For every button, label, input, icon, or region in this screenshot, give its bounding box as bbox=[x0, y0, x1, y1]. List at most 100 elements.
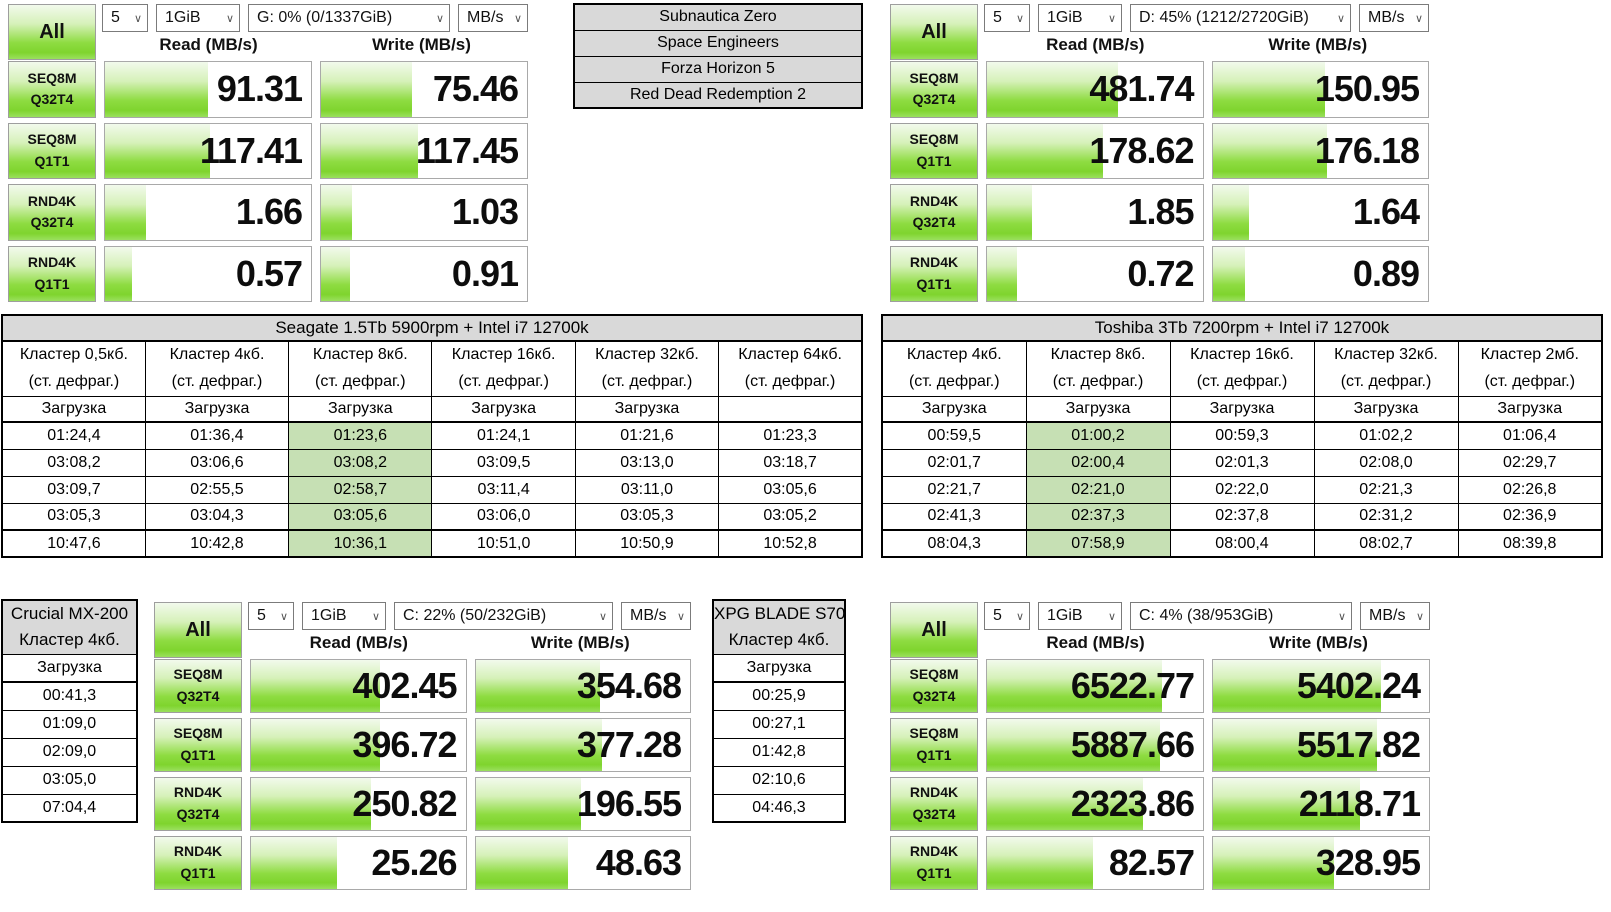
test-queue-threads: Q32T4 bbox=[176, 806, 220, 822]
result-row: SEQ8M Q1T1 117.41 117.45 bbox=[8, 122, 528, 179]
test-type-button[interactable]: SEQ8M Q32T4 bbox=[8, 61, 96, 118]
test-size-select[interactable]: 1GiB ∨ bbox=[1038, 4, 1122, 32]
cluster-table: Seagate 1.5Tb 5900rpm + Intel i7 12700k К… bbox=[1, 314, 863, 558]
speed-bar bbox=[251, 660, 380, 712]
chevron-down-icon: ∨ bbox=[676, 610, 685, 623]
test-count-select[interactable]: 5 ∨ bbox=[984, 4, 1030, 32]
toolbar: 5 ∨ 1GiB ∨ C: 22% (50/232GiB) ∨ MB/s ∨ bbox=[248, 602, 691, 630]
load-time-cell: 10:47,6 bbox=[1, 529, 146, 558]
load-time-cell: 00:27,1 bbox=[712, 709, 846, 739]
drive-select[interactable]: C: 4% (38/953GiB) ∨ bbox=[1130, 602, 1352, 630]
unit-select[interactable]: MB/s ∨ bbox=[621, 602, 691, 630]
drive-select-value: G: 0% (0/1337GiB) bbox=[257, 9, 393, 26]
read-header: Read (MB/s) bbox=[159, 35, 258, 54]
read-speed-value: 0.57 bbox=[235, 252, 303, 294]
load-time-cell: 10:51,0 bbox=[431, 529, 576, 558]
test-size-select[interactable]: 1GiB ∨ bbox=[156, 4, 240, 32]
test-type-button[interactable]: SEQ8M Q32T4 bbox=[890, 659, 978, 713]
chevron-down-icon: ∨ bbox=[513, 12, 522, 25]
speed-bar bbox=[475, 778, 581, 830]
speed-bar bbox=[251, 719, 380, 771]
test-type-button[interactable]: SEQ8M Q1T1 bbox=[8, 122, 96, 179]
load-time-cell: 02:21,7 bbox=[881, 475, 1027, 504]
column-header-row: Кластер 0,5кб. (ст. дефраг.) Кластер 4кб. (… bbox=[1, 340, 863, 397]
all-button[interactable]: All bbox=[890, 602, 978, 658]
read-result-cell: 1.85 bbox=[986, 184, 1204, 241]
write-header: Write (MB/s) bbox=[1269, 633, 1368, 652]
test-size-select[interactable]: 1GiB ∨ bbox=[1038, 602, 1122, 630]
read-result-cell: 82.57 bbox=[986, 836, 1204, 890]
test-type-button[interactable]: SEQ8M Q32T4 bbox=[154, 659, 242, 713]
column-header-cell: Кластер 32кб. (ст. дефраг.) bbox=[1313, 340, 1459, 397]
load-label-cell: Загрузка bbox=[288, 395, 433, 423]
load-time-row: 01:24,4 01:36,4 01:23,6 01:24,1 01:21,6 01:23… bbox=[1, 421, 863, 450]
write-speed-value: 48.63 bbox=[595, 842, 682, 883]
write-speed-value: 0.89 bbox=[1352, 252, 1420, 294]
all-button[interactable]: All bbox=[154, 602, 242, 658]
read-speed-value: 250.82 bbox=[352, 783, 457, 824]
test-count-select[interactable]: 5 ∨ bbox=[984, 602, 1030, 630]
test-type-button[interactable]: RND4K Q1T1 bbox=[890, 836, 978, 890]
load-time-cell: 02:29,7 bbox=[1457, 448, 1603, 477]
cluster-size-label: Кластер 64кб. bbox=[738, 346, 842, 364]
load-time-cell: 02:37,8 bbox=[1169, 502, 1315, 531]
test-type-button[interactable]: RND4K Q32T4 bbox=[890, 777, 978, 831]
load-time-cell: 02:10,6 bbox=[712, 765, 846, 795]
load-label-row: Загрузка bbox=[712, 653, 846, 684]
load-label-cell: Загрузка bbox=[1, 653, 138, 684]
cdm-panel-drive-c22: All 5 ∨ 1GiB ∨ C: 22% (50/232GiB) ∨ MB/s ∨ Read (… bbox=[148, 600, 693, 892]
load-time-cell: 02:09,0 bbox=[1, 737, 138, 767]
test-type-button[interactable]: RND4K Q1T1 bbox=[8, 245, 96, 302]
cluster-size-label: Кластер 32кб. bbox=[1334, 346, 1438, 364]
load-time-cell: 03:05,6 bbox=[718, 475, 863, 504]
table-title: Toshiba 3Tb 7200rpm + Intel i7 12700k bbox=[881, 314, 1603, 342]
test-type-button[interactable]: RND4K Q32T4 bbox=[8, 184, 96, 241]
test-count-select[interactable]: 5 ∨ bbox=[248, 602, 294, 630]
test-type-button[interactable]: SEQ8M Q1T1 bbox=[890, 122, 978, 179]
test-type-button[interactable]: RND4K Q1T1 bbox=[890, 245, 978, 302]
chevron-down-icon: ∨ bbox=[1107, 610, 1116, 623]
unit-select[interactable]: MB/s ∨ bbox=[458, 4, 528, 32]
write-result-cell: 117.45 bbox=[320, 122, 528, 179]
speed-bar bbox=[475, 719, 603, 771]
drive-select-value: D: 45% (1212/2720GiB) bbox=[1139, 9, 1309, 26]
test-size-select[interactable]: 1GiB ∨ bbox=[302, 602, 386, 630]
test-type-button[interactable]: SEQ8M Q1T1 bbox=[154, 718, 242, 772]
test-queue-threads: Q1T1 bbox=[916, 275, 952, 292]
load-time-cell: 01:00,2 bbox=[1025, 421, 1171, 450]
test-type-button[interactable]: SEQ8M Q1T1 bbox=[890, 718, 978, 772]
load-time-cell: 00:25,9 bbox=[712, 681, 846, 711]
toolbar: 5 ∨ 1GiB ∨ C: 4% (38/953GiB) ∨ MB/s ∨ bbox=[984, 602, 1430, 630]
test-name: SEQ8M bbox=[173, 725, 223, 742]
column-header-cell: Кластер 4кб. (ст. дефраг.) bbox=[881, 340, 1027, 397]
mini-title-row: Crucial MX-200 Кластер 4кб. bbox=[1, 599, 138, 655]
game-title: Space Engineers bbox=[573, 29, 863, 57]
load-time-cell: 02:00,4 bbox=[1025, 448, 1171, 477]
cluster-size-label: Кластер 0,5кб. bbox=[19, 346, 128, 364]
test-name: RND4K bbox=[909, 843, 959, 860]
unit-select[interactable]: MB/s ∨ bbox=[1359, 4, 1429, 32]
read-header: Read (MB/s) bbox=[1046, 633, 1145, 652]
drive-select[interactable]: D: 45% (1212/2720GiB) ∨ bbox=[1130, 4, 1351, 32]
speed-bar bbox=[1212, 123, 1327, 178]
read-result-cell: 1.66 bbox=[104, 184, 312, 241]
test-type-button[interactable]: RND4K Q32T4 bbox=[154, 777, 242, 831]
read-result-cell: 178.62 bbox=[986, 122, 1204, 179]
all-button[interactable]: All bbox=[8, 4, 96, 60]
test-count-select[interactable]: 5 ∨ bbox=[102, 4, 148, 32]
test-type-button[interactable]: RND4K Q32T4 bbox=[890, 184, 978, 241]
write-header: Write (MB/s) bbox=[1268, 35, 1368, 54]
chevron-down-icon: ∨ bbox=[598, 610, 607, 623]
load-time-cell: 02:01,7 bbox=[881, 448, 1027, 477]
defrag-note-label: (ст. дефраг.) bbox=[1196, 372, 1288, 390]
unit-select[interactable]: MB/s ∨ bbox=[1360, 602, 1430, 630]
drive-select[interactable]: G: 0% (0/1337GiB) ∨ bbox=[248, 4, 450, 32]
read-speed-value: 402.45 bbox=[352, 665, 457, 706]
cluster-size-label: Кластер 4кб. bbox=[19, 630, 120, 650]
test-type-button[interactable]: RND4K Q1T1 bbox=[154, 836, 242, 890]
seagate-cluster-table: Seagate 1.5Tb 5900rpm + Intel i7 12700k К… bbox=[1, 314, 863, 558]
test-type-button[interactable]: SEQ8M Q32T4 bbox=[890, 61, 978, 118]
write-result-cell: 196.55 bbox=[474, 777, 691, 831]
drive-select[interactable]: C: 22% (50/232GiB) ∨ bbox=[394, 602, 613, 630]
all-button[interactable]: All bbox=[890, 4, 978, 60]
